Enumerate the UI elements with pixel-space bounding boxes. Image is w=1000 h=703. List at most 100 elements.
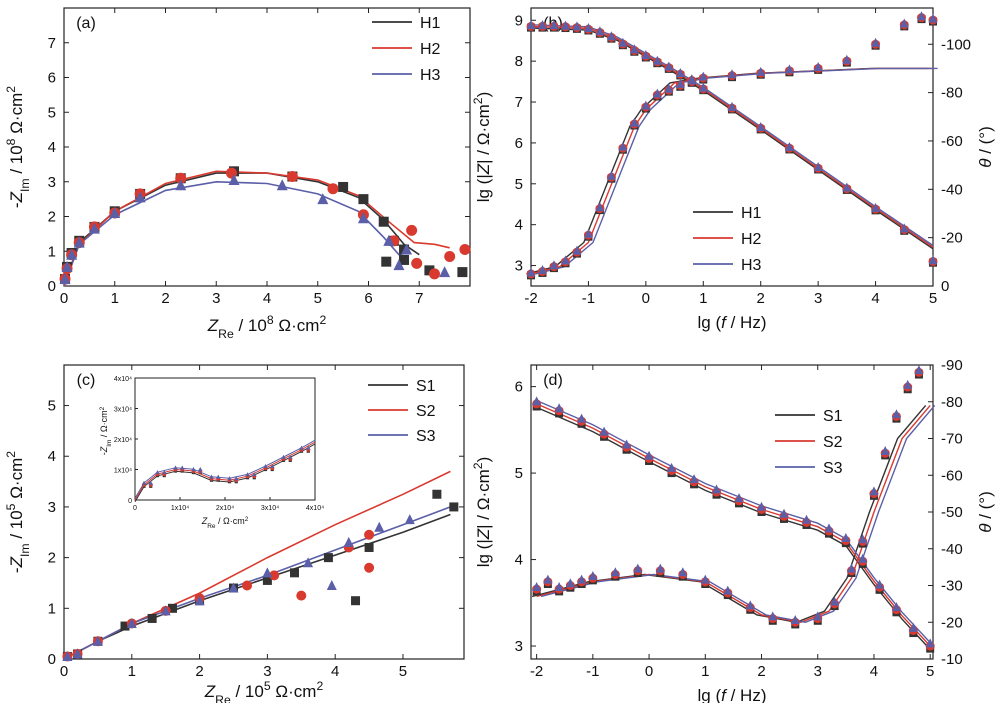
modulus-fit-h1 [530, 27, 934, 250]
fit-line-h3 [63, 180, 407, 287]
x-tick-label: 1 [699, 290, 707, 307]
y-tick-label: 4 [48, 448, 56, 465]
x-tick-label: -1 [582, 290, 595, 307]
legend-label-s2: S2 [823, 434, 843, 451]
modulus-point-h3 [572, 21, 582, 31]
phase-point-h3 [928, 13, 938, 23]
phase-point-h3 [899, 18, 909, 28]
data-point-h2 [428, 268, 440, 280]
x-tick-label: 2 [757, 290, 765, 307]
data-point-s3 [92, 635, 103, 646]
data-point-s1 [449, 502, 459, 512]
phase-point-s3 [813, 611, 823, 621]
data-point-s3 [262, 567, 273, 578]
inset-y-tick-label: 2x10⁴ [114, 437, 132, 444]
modulus-point-s3 [841, 532, 851, 542]
y2-tick-label: -60 [941, 133, 963, 150]
x-tick-label: 0 [645, 663, 653, 680]
phase-point-h3 [595, 202, 605, 212]
y-tick-label: 7 [515, 94, 523, 111]
y2-tick-label: -70 [941, 431, 963, 448]
modulus-point-h3 [595, 26, 605, 36]
legend-label-s1: S1 [416, 378, 436, 395]
x-tick-label: 4 [331, 663, 339, 680]
phase-point-s3 [745, 600, 755, 610]
x-tick-label: 0 [60, 663, 68, 680]
modulus-point-h3 [560, 20, 570, 30]
panel-b: -2-10123453456789(b)0-20-40-60-80-100H1H… [471, 7, 995, 332]
legend-label-s1: S1 [823, 408, 843, 425]
data-point-h2 [406, 224, 418, 236]
phase-point-h3 [675, 78, 685, 88]
phase-point-s3 [858, 534, 868, 544]
modulus-point-s3 [667, 462, 677, 472]
modulus-point-s3 [644, 450, 654, 460]
modulus-point-s3 [532, 396, 542, 406]
phase-point-s3 [723, 585, 733, 595]
data-point-s3 [374, 521, 385, 532]
data-point-h3 [228, 174, 240, 186]
phase-point-s3 [846, 563, 856, 573]
x-tick-label: 2 [161, 290, 169, 307]
data-point-h3 [393, 259, 405, 271]
modulus-point-s3 [801, 514, 811, 524]
y-tick-label: 5 [48, 104, 56, 121]
inset-x-tick-label: 0 [133, 505, 137, 512]
inset-point-s3 [141, 480, 147, 485]
data-point-s2 [296, 590, 307, 601]
data-point-h2 [444, 250, 456, 262]
phase-point-h3 [560, 255, 570, 265]
modulus-point-h3 [526, 20, 536, 30]
data-point-s1 [147, 613, 157, 623]
inset-point-s3 [306, 445, 311, 450]
inset-point-s3 [198, 466, 203, 472]
plot-frame [63, 7, 471, 287]
phase-point-h3 [583, 228, 593, 238]
modulus-point-s3 [779, 508, 789, 518]
inset-point-s3 [209, 474, 214, 479]
inset-y-tick-label: 3x10⁴ [114, 407, 132, 414]
data-point-s1 [351, 596, 361, 606]
phase-point-s3 [768, 611, 778, 621]
y2-tick-label: -20 [941, 614, 963, 631]
modulus-point-s3 [824, 523, 834, 533]
x-tick-label: -2 [524, 290, 537, 307]
inset-point-s3 [252, 472, 257, 477]
phase-point-h3 [572, 245, 582, 255]
data-point-s1 [432, 489, 442, 499]
y-axis-label: -ZIm / 108 Ω·cm2 [4, 86, 32, 208]
y2-axis-label: θ / (°) [976, 491, 995, 533]
y-tick-label: 3 [48, 174, 56, 191]
fit-line-s1 [63, 513, 451, 660]
y2-tick-label: -80 [941, 394, 963, 411]
data-point-s1 [364, 542, 374, 552]
modulus-point-h3 [842, 182, 852, 192]
inset-point-s3 [155, 469, 160, 475]
y-tick-label: 8 [515, 53, 523, 70]
data-point-s3 [228, 582, 239, 593]
data-point-h1 [457, 267, 468, 278]
modulus-point-h3 [784, 142, 794, 151]
x-axis-label: lg (f / Hz) [698, 313, 767, 332]
y-tick-label: 0 [48, 651, 56, 668]
y-tick-label: 1 [48, 243, 56, 260]
data-point-s3 [303, 557, 314, 568]
x-tick-label: 1 [128, 663, 136, 680]
y-tick-label: 5 [515, 465, 523, 482]
phase-point-s3 [565, 578, 575, 588]
plot-frame [530, 7, 934, 287]
y-tick-label: 0 [48, 278, 56, 295]
x-axis-label: lg (f / Hz) [698, 686, 767, 703]
inset-plot: 0 1x10⁴ 2x10⁴ 3x10⁴ 4x10⁴ 0 1x10⁴ 2x10⁴ 3x10⁴ 4x1… [99, 376, 325, 530]
y2-tick-label: -100 [941, 36, 971, 53]
modulus-point-h3 [675, 68, 685, 78]
phase-point-s3 [880, 445, 890, 455]
data-point-h2 [327, 183, 339, 195]
y-axis-label: -ZIm / 105 Ω·cm2 [4, 451, 32, 573]
inset-y-tick-label: 4x10⁴ [114, 376, 132, 383]
data-point-h1 [358, 194, 369, 205]
x-tick-label: 3 [814, 663, 822, 680]
phase-point-s3 [700, 574, 710, 584]
data-point-h1 [381, 256, 392, 267]
y-tick-label: 5 [515, 176, 523, 193]
